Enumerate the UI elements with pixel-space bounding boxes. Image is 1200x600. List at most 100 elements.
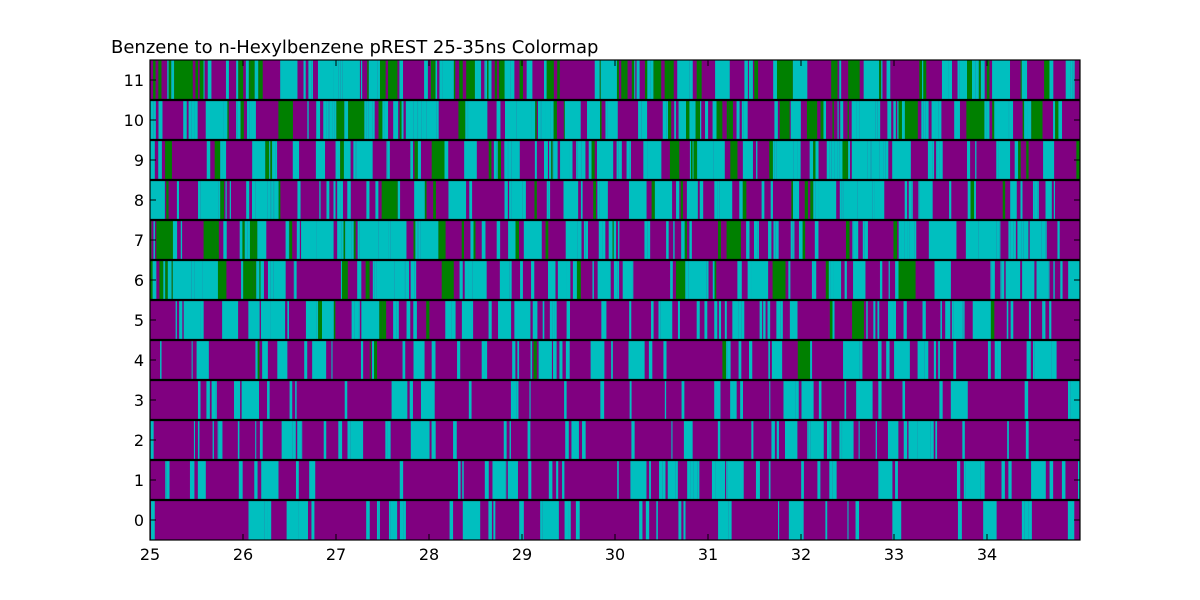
state-stripe	[399, 460, 404, 500]
state-stripe	[542, 300, 545, 340]
state-stripe	[278, 100, 293, 140]
state-stripe	[222, 300, 239, 340]
state-stripe	[711, 460, 716, 500]
state-stripe	[1008, 100, 1010, 140]
state-stripe	[433, 60, 436, 100]
state-stripe	[1020, 60, 1022, 100]
state-stripe	[887, 100, 892, 140]
state-stripe	[343, 220, 346, 260]
state-stripe	[776, 140, 794, 180]
state-stripe	[873, 300, 876, 340]
state-stripe	[1021, 220, 1024, 260]
state-stripe	[569, 140, 573, 180]
state-stripe	[215, 220, 219, 260]
state-stripe	[853, 220, 857, 260]
state-stripe	[697, 460, 700, 500]
state-stripe	[797, 140, 801, 180]
state-stripe	[566, 260, 571, 300]
state-stripe	[1041, 220, 1046, 260]
state-stripe	[829, 300, 833, 340]
state-stripe	[546, 180, 549, 220]
state-stripe	[433, 180, 436, 220]
state-stripe	[167, 260, 172, 300]
state-stripe	[847, 500, 849, 540]
state-stripe	[757, 220, 759, 260]
state-stripe	[1007, 420, 1009, 460]
state-stripe	[402, 340, 406, 380]
state-stripe	[776, 60, 793, 100]
state-stripe	[301, 220, 317, 260]
state-stripe	[626, 140, 630, 180]
state-stripe	[280, 60, 298, 100]
state-stripe	[435, 60, 438, 100]
state-stripe	[487, 60, 489, 100]
state-stripe	[191, 340, 193, 380]
state-stripe	[1010, 220, 1014, 260]
state-stripe	[622, 260, 633, 300]
state-stripe	[516, 380, 519, 420]
state-stripe	[198, 180, 201, 220]
state-stripe	[663, 340, 667, 380]
state-stripe	[818, 380, 822, 420]
state-stripe	[791, 180, 794, 220]
state-stripe	[1024, 380, 1029, 420]
state-stripe	[238, 460, 243, 500]
row-background	[150, 180, 1080, 220]
state-stripe	[1049, 300, 1052, 340]
state-stripe	[527, 420, 531, 460]
state-stripe	[669, 140, 680, 180]
state-stripe	[676, 180, 680, 220]
state-stripe	[653, 60, 655, 100]
state-stripe	[902, 380, 906, 420]
x-axis-ticks: 25 26 27 28 29 30 31 32 33 34	[140, 60, 997, 564]
state-stripe	[409, 100, 414, 140]
state-stripe	[255, 340, 258, 380]
state-stripe	[931, 140, 933, 180]
state-stripe	[928, 220, 943, 260]
state-stripe	[515, 220, 519, 260]
state-stripe	[613, 220, 617, 260]
state-stripe	[825, 500, 828, 540]
state-stripe	[727, 460, 744, 500]
state-stripe	[556, 460, 559, 500]
state-stripe	[221, 420, 223, 460]
state-stripe	[763, 300, 766, 340]
state-stripe	[465, 100, 468, 140]
state-stripe	[159, 260, 164, 300]
state-stripe	[519, 60, 523, 100]
state-stripe	[251, 100, 256, 140]
state-stripe	[239, 60, 244, 100]
state-stripe	[706, 260, 709, 300]
state-stripe	[934, 260, 951, 300]
state-stripe	[996, 220, 1000, 260]
state-stripe	[697, 140, 714, 180]
state-stripe	[726, 220, 741, 260]
state-stripe	[1031, 460, 1046, 500]
state-stripe	[423, 100, 427, 140]
state-stripe	[842, 140, 847, 180]
state-stripe	[399, 60, 404, 100]
state-stripe	[197, 380, 201, 420]
state-stripe	[967, 60, 969, 100]
state-stripe	[951, 300, 954, 340]
state-stripe	[886, 340, 890, 380]
state-stripe	[686, 100, 690, 140]
state-stripe	[340, 180, 343, 220]
state-stripe	[485, 60, 488, 100]
state-stripe	[848, 60, 860, 100]
state-stripe	[512, 340, 516, 380]
state-stripe	[647, 220, 651, 260]
state-stripe	[183, 100, 187, 140]
state-stripe	[815, 180, 819, 220]
state-stripe	[772, 140, 775, 180]
state-stripe	[342, 60, 360, 100]
state-stripe	[883, 140, 886, 180]
state-stripe	[493, 140, 497, 180]
state-stripe	[353, 220, 356, 260]
state-stripe	[967, 180, 971, 220]
state-stripe	[975, 60, 979, 100]
state-stripe	[217, 420, 219, 460]
state-stripe	[659, 460, 663, 500]
state-stripe	[212, 220, 216, 260]
state-stripe	[496, 220, 501, 260]
